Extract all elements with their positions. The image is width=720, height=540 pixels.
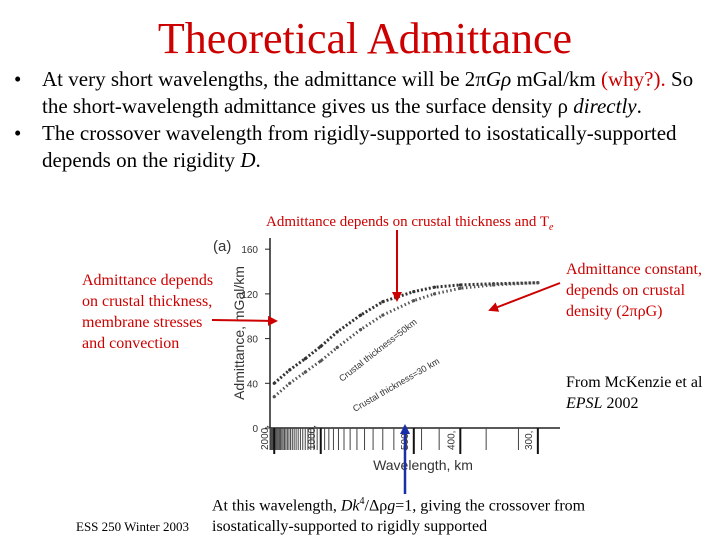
y-tick-label: 80 (247, 335, 259, 346)
series-point (432, 292, 437, 296)
arrow-left (211, 315, 278, 326)
series-point (288, 368, 292, 372)
citation-year: 2002 (602, 395, 639, 412)
y-tick-label: 120 (241, 290, 258, 301)
bullet1-text-a: At very short wavelengths, the admittanc… (42, 67, 476, 91)
series-point (335, 330, 339, 334)
annotation-bottom-dk: Dk (340, 497, 360, 515)
series-point (319, 344, 323, 349)
rigidity-d: D (240, 148, 256, 172)
bullet1-text-c: So the short-wavelength admittance gives… (42, 67, 694, 118)
series-point (458, 286, 462, 290)
bullet2-text-a: The crossover wavelength from rigidly-su… (42, 121, 677, 172)
y-tick-label: 0 (252, 424, 258, 435)
series-point (536, 281, 540, 285)
bullet1-text-b: mGal/km (511, 67, 602, 91)
x-tick-label: 1000, (307, 425, 318, 450)
slide-title: Theoretical Admittance (157, 14, 573, 63)
annotation-top: Admittance depends on crustal thickness … (266, 212, 553, 238)
annotation-right: Admittance constant, depends on crustal … (566, 261, 702, 320)
series-point (272, 381, 276, 385)
rho-symbol: ρ (501, 67, 512, 91)
x-tick-label: 2000, (260, 425, 271, 450)
panel-label: (a) (213, 238, 231, 255)
y-tick-label: 160 (241, 245, 258, 256)
annotation-bottom: At this wavelength, Dk4/Δρg=1, giving th… (212, 491, 712, 537)
series-point (381, 313, 385, 317)
citation-journal: EPSL (566, 395, 603, 412)
series-point (458, 283, 462, 287)
citation-line1: From McKenzie et al (566, 374, 703, 391)
bullet-dot: • (14, 67, 22, 91)
arrow-right (488, 282, 561, 312)
series-point (491, 283, 496, 287)
x-tick-label: 400, (446, 431, 457, 450)
bullet-list: • At very short wavelengths, the admitta… (14, 66, 714, 174)
annotation-bottom-slash: /Δρ (364, 497, 388, 515)
bullet1-period: . (636, 94, 642, 118)
x-tick-label: 300, (524, 431, 535, 450)
bullet-short-wavelength: • At very short wavelengths, the admitta… (14, 66, 714, 120)
annotation-top-text: Admittance depends on crustal thickness … (266, 214, 549, 230)
citation: From McKenzie et al EPSL 2002 (566, 372, 720, 414)
pi-symbol: π (475, 67, 486, 91)
series-point (359, 313, 363, 317)
series-point (335, 345, 339, 350)
bullet-crossover: • The crossover wavelength from rigidly-… (14, 120, 714, 174)
x-axis-label: Wavelength, km (373, 457, 473, 473)
footer: ESS 250 Winter 2003 (76, 519, 189, 534)
annotation-bottom-sup: 4 (359, 496, 365, 507)
annotation-bottom-a: At this wavelength, (212, 497, 341, 515)
series-point (432, 285, 437, 289)
annotation-bottom-b: =1, giving the crossover from (395, 497, 586, 515)
annotation-bottom-line2: isostatically-supported to rigidly suppo… (212, 518, 488, 536)
directly-word: directly (573, 94, 637, 118)
why-question: (why?). (601, 67, 666, 91)
series-line (273, 281, 538, 385)
annotation-top-subscript: e (549, 222, 554, 233)
bullet-dot: • (14, 121, 22, 145)
annotation-left: Admittance depends on crustal thickness,… (82, 272, 214, 352)
series-point (412, 290, 416, 294)
series-point (319, 359, 323, 363)
bullet2-period: . (255, 148, 261, 172)
series-line (273, 281, 538, 398)
g-symbol: G (485, 67, 502, 91)
series-point (359, 328, 363, 332)
series-point (272, 395, 276, 399)
annotation-bottom-g: g (387, 497, 396, 515)
series-point (381, 300, 385, 304)
y-tick-label: 40 (247, 379, 259, 390)
series-point (288, 381, 292, 385)
series-point (412, 298, 416, 303)
y-axis-label: Admittance, mGal/km (231, 266, 247, 400)
series-point (303, 357, 307, 361)
series-point (303, 370, 307, 374)
